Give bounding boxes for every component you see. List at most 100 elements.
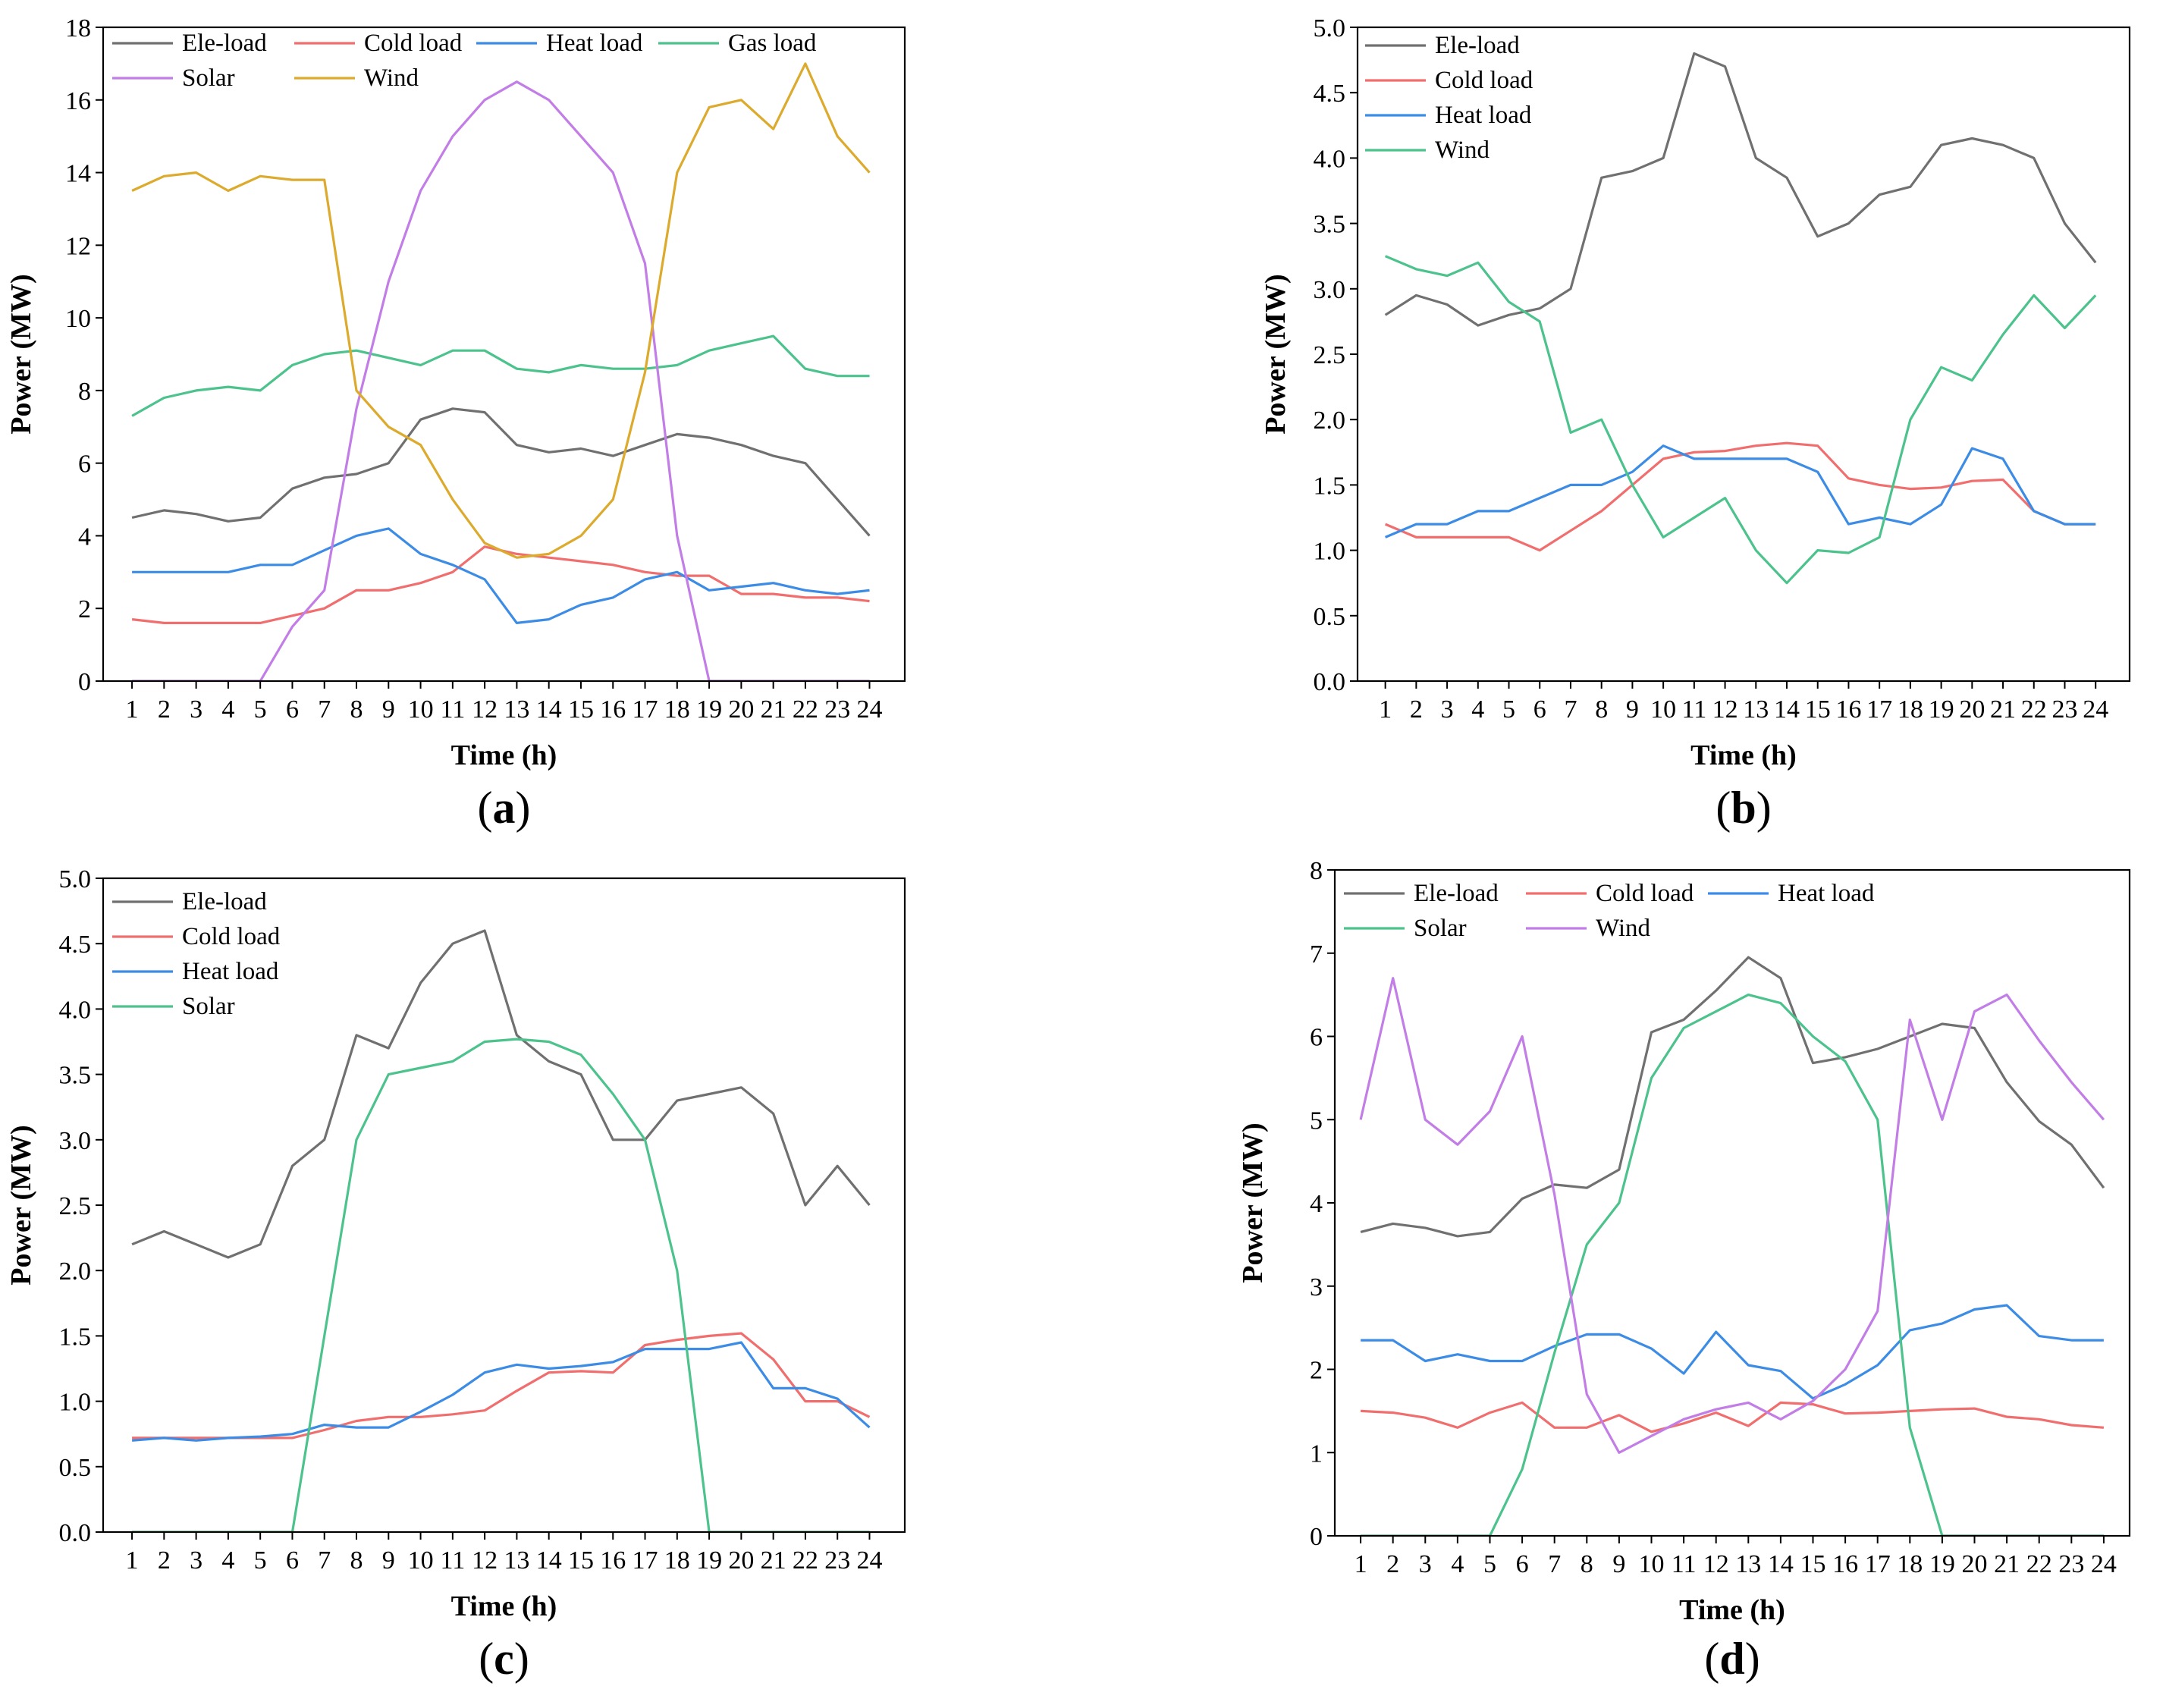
legend-label: Cold load — [182, 923, 281, 950]
x-tick-label: 13 — [1743, 695, 1769, 724]
x-tick-label: 22 — [793, 695, 818, 724]
x-axis-title: Time (h) — [451, 739, 557, 771]
x-tick-label: 10 — [1638, 1550, 1664, 1578]
y-tick-label: 7 — [1310, 940, 1323, 969]
x-tick-label: 14 — [1768, 1550, 1794, 1578]
x-tick-label: 24 — [856, 1546, 882, 1575]
x-tick-label: 23 — [2051, 695, 2077, 724]
x-tick-label: 11 — [1681, 695, 1706, 724]
y-tick-label: 0.0 — [1314, 668, 1346, 696]
x-tick-label: 8 — [1581, 1550, 1593, 1578]
x-tick-label: 4 — [1451, 1550, 1464, 1578]
series-line-ele-load — [1384, 52, 2097, 327]
x-tick-label: 3 — [190, 695, 202, 724]
legend-label: Ele-load — [1435, 32, 1520, 59]
x-tick-label: 24 — [856, 695, 882, 724]
legend-label: Wind — [1596, 915, 1650, 942]
x-tick-label: 22 — [793, 1546, 818, 1575]
y-tick-label: 4 — [1310, 1190, 1323, 1218]
y-tick-label: 2.5 — [1314, 341, 1346, 369]
y-tick-label: 0.5 — [1314, 603, 1346, 631]
panel-c: 1 2 3 4 5 6 7 8 9 10 11 12 13 14 15 16 17 18 19 20 21 22 23 240… — [5, 865, 906, 1684]
series-line-ele-load — [131, 407, 871, 537]
legend: Ele-load Cold load Heat load Solar Wind — [1344, 880, 1875, 942]
x-tick-label: 20 — [1959, 695, 1985, 724]
x-tick-label: 1 — [126, 695, 139, 724]
legend-label: Heat load — [182, 958, 279, 985]
panel-d: 1 2 3 4 5 6 7 8 9 10 11 12 13 14 15 16 17 18 19 20 21 22 23 240… — [1237, 857, 2131, 1684]
y-tick-label: 3.5 — [1314, 211, 1346, 239]
x-tick-label: 13 — [504, 1546, 529, 1575]
y-tick-label: 1 — [1310, 1440, 1323, 1468]
series-line-solar — [132, 80, 870, 681]
legend: Ele-load Cold load Heat load Solar — [112, 888, 281, 1020]
y-axis-title: Power (MW) — [1260, 274, 1292, 434]
x-tick-label: 2 — [1386, 1550, 1399, 1578]
legend-label: Solar — [182, 64, 235, 92]
y-tick-label: 4.0 — [59, 996, 92, 1024]
x-tick-label: 9 — [382, 1546, 395, 1575]
y-tick-label: 4 — [78, 523, 91, 551]
x-tick-label: 18 — [1898, 695, 1923, 724]
x-tick-label: 7 — [1548, 1550, 1561, 1578]
x-tick-label: 22 — [2026, 1550, 2052, 1578]
y-tick-label: 4.5 — [59, 931, 92, 959]
x-tick-label: 23 — [824, 695, 850, 724]
y-tick-label: 0.0 — [59, 1519, 92, 1547]
y-tick-label: 18 — [65, 14, 91, 42]
x-tick-label: 23 — [2058, 1550, 2084, 1578]
x-tick-label: 8 — [350, 1546, 363, 1575]
x-tick-label: 21 — [1994, 1550, 2020, 1578]
y-tick-label: 2.0 — [1314, 407, 1346, 435]
x-tick-label: 5 — [254, 695, 267, 724]
series-line-wind — [1359, 977, 2105, 1454]
x-tick-label: 6 — [1533, 695, 1546, 724]
x-tick-label: 14 — [536, 695, 562, 724]
x-tick-label: 19 — [696, 1546, 722, 1575]
x-tick-label: 9 — [382, 695, 395, 724]
x-tick-label: 19 — [1929, 1550, 1955, 1578]
x-tick-label: 7 — [1564, 695, 1577, 724]
x-tick-label: 15 — [1805, 695, 1831, 724]
y-tick-label: 8 — [1310, 857, 1323, 885]
x-tick-label: 9 — [1626, 695, 1639, 724]
x-tick-label: 15 — [568, 695, 594, 724]
x-tick-label: 4 — [1471, 695, 1484, 724]
x-tick-label: 19 — [696, 695, 722, 724]
x-tick-label: 1 — [126, 1546, 139, 1575]
legend-label: Cold load — [1435, 67, 1533, 94]
x-tick-label: 5 — [1502, 695, 1515, 724]
y-tick-label: 1.5 — [1314, 472, 1346, 500]
x-tick-label: 7 — [318, 1546, 331, 1575]
x-axis-title: Time (h) — [1679, 1594, 1785, 1626]
series-line-cold-load — [1384, 441, 2096, 552]
x-tick-label: 3 — [1419, 1550, 1432, 1578]
legend: Ele-load Cold load Heat load Wind — [1365, 32, 1533, 164]
legend-label: Solar — [1414, 915, 1467, 942]
x-tick-label: 22 — [2021, 695, 2047, 724]
x-tick-label: 17 — [633, 695, 658, 724]
y-tick-label: 2 — [1310, 1357, 1323, 1385]
x-tick-label: 9 — [1612, 1550, 1625, 1578]
x-tick-label: 2 — [158, 695, 171, 724]
x-tick-label: 5 — [1483, 1550, 1496, 1578]
series-line-solar — [132, 1038, 870, 1532]
y-axis-title: Power (MW) — [5, 274, 37, 434]
series-line-heat-load — [131, 1341, 871, 1442]
x-tick-label: 16 — [600, 1546, 626, 1575]
series-line-gas-load — [131, 334, 870, 417]
series-line-wind — [131, 62, 871, 559]
series-line-heat-load — [1384, 444, 2096, 538]
panel-b: 1 2 3 4 5 6 7 8 9 10 11 12 13 14 15 16 17 18 19 20 21 22 23 240… — [1260, 14, 2131, 833]
x-tick-label: 6 — [1516, 1550, 1529, 1578]
y-tick-label: 2.5 — [59, 1192, 92, 1220]
x-tick-label: 12 — [472, 695, 498, 724]
y-tick-label: 1.5 — [59, 1323, 92, 1351]
legend-label: Heat load — [1778, 880, 1875, 907]
series-line-ele-load — [1360, 956, 2105, 1238]
x-tick-label: 20 — [728, 695, 754, 724]
y-tick-label: 0.5 — [59, 1454, 92, 1482]
y-tick-label: 0 — [1310, 1523, 1323, 1551]
x-tick-label: 11 — [440, 1546, 465, 1575]
